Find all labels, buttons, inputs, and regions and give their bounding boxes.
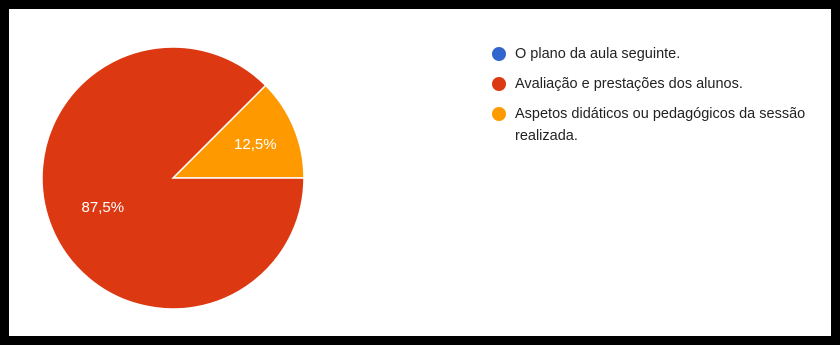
legend-label: Avaliação e prestações dos alunos. — [515, 76, 743, 92]
pie-slice-aspetos[interactable] — [171, 84, 305, 179]
legend-swatch — [492, 47, 506, 61]
legend-item-avaliacao[interactable]: Avaliação e prestações dos alunos. — [492, 73, 822, 95]
legend-item-aspetos[interactable]: Aspetos didáticos ou pedagógicos da sess… — [492, 103, 822, 147]
pie-label-avaliacao: 87,5% — [82, 199, 125, 216]
pie-slice-avaliacao[interactable] — [41, 46, 305, 310]
legend: O plano da aula seguinte. Avaliação e pr… — [492, 43, 822, 155]
pie-chart: 12,5% 87,5% — [41, 46, 305, 310]
legend-label: O plano da aula seguinte. — [515, 46, 681, 62]
legend-swatch — [492, 77, 506, 91]
legend-label: Aspetos didáticos ou pedagógicos da sess… — [515, 106, 806, 144]
pie-label-aspetos: 12,5% — [234, 136, 277, 153]
legend-item-plano[interactable]: O plano da aula seguinte. — [492, 43, 822, 65]
legend-swatch — [492, 107, 506, 121]
